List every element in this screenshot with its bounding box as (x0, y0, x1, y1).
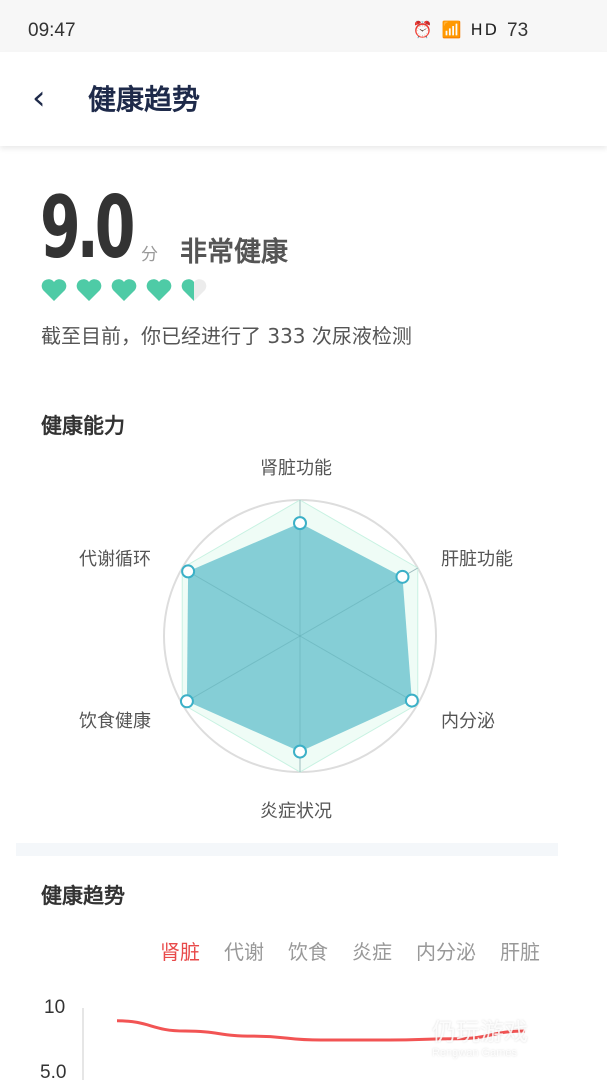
radar-section-title: 健康能力 (41, 414, 125, 438)
health-level: 非常健康 (180, 237, 288, 268)
trend-line-chart (82, 1008, 526, 1080)
tab-liver[interactable]: 肝脏 (500, 940, 540, 964)
app-header: ‹ 健康趋势 (0, 52, 607, 146)
radar-value-area (186, 523, 412, 752)
radar-axis-overlay (299, 635, 419, 705)
y-tick-label: 5.0 (40, 1062, 67, 1083)
radar-label: 饮食健康 (79, 711, 151, 732)
chevron-left-icon[interactable]: ‹ (32, 78, 46, 118)
radar-axis-overlay (181, 635, 301, 705)
tab-inflammation[interactable]: 炎症 (352, 940, 392, 964)
heart-rating (40, 276, 208, 304)
radar-label: 肾脏功能 (260, 458, 332, 479)
status-icons: ⏰ 📶 HD (413, 20, 499, 39)
heart-icon (111, 279, 137, 301)
status-time: 09:47 (28, 20, 76, 41)
watermark-subtext: Rengwan Games (432, 1047, 517, 1059)
trend-series-line (116, 1019, 526, 1042)
radar-point (293, 516, 307, 531)
page-title: 健康趋势 (88, 83, 201, 116)
heart-icon (146, 279, 172, 301)
heart-icon (76, 279, 102, 301)
radar-label: 肝脏功能 (441, 549, 513, 570)
hd-icon: HD (470, 20, 499, 39)
wifi-icon: 📶 (441, 20, 464, 39)
radar-point (404, 693, 419, 708)
radar-label: 内分泌 (441, 711, 495, 732)
tab-endocrine[interactable]: 内分泌 (416, 940, 476, 964)
status-bar: 09:47 ⏰ 📶 HD 73 (0, 0, 607, 52)
radar-point (179, 694, 194, 709)
heart-icon (181, 279, 207, 301)
health-score: 9.0 (40, 178, 135, 278)
radar-point (395, 569, 410, 584)
radar-label: 炎症状况 (260, 801, 332, 822)
y-tick-label: 10 (44, 997, 66, 1018)
score-unit: 分 (141, 245, 158, 265)
radar-point (293, 744, 307, 759)
tab-kidney[interactable]: 肾脏 (160, 940, 200, 964)
watermark: 仍玩游戏 Rengwan Games (432, 1012, 528, 1059)
heart-icon (41, 279, 67, 301)
alarm-icon: ⏰ (412, 20, 435, 39)
radar-axis-overlay (181, 567, 301, 637)
tab-diet[interactable]: 饮食 (288, 940, 328, 964)
trend-tabs: 肾脏 代谢 饮食 炎症 内分泌 肝脏 (160, 936, 540, 965)
radar-point (181, 564, 196, 579)
radar-chart (163, 499, 437, 773)
battery-level: 73 (507, 20, 529, 41)
trend-section-title: 健康趋势 (41, 884, 125, 908)
watermark-text: 仍玩游戏 (432, 1018, 528, 1046)
tab-metabolism[interactable]: 代谢 (224, 940, 264, 964)
test-count-text: 截至目前，你已经进行了 333 次尿液检测 (41, 324, 412, 348)
radar-label: 代谢循环 (79, 549, 151, 570)
section-divider (16, 843, 558, 856)
